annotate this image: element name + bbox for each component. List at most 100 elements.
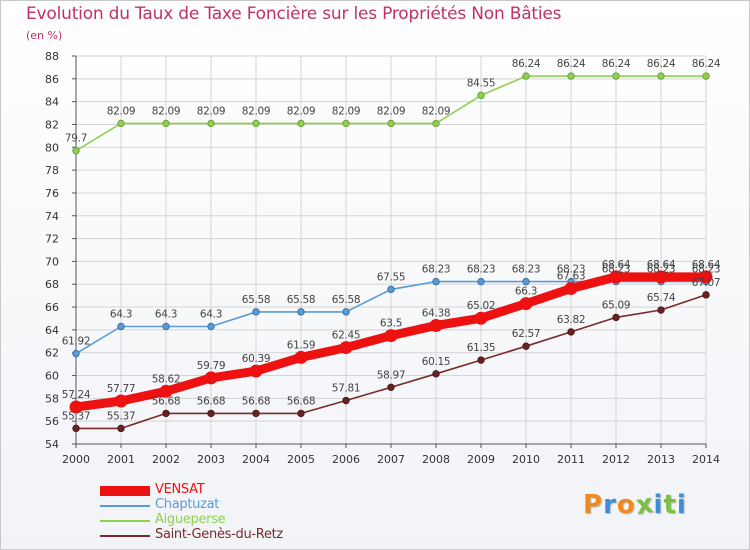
- data-point: [342, 308, 350, 316]
- x-tick-label: 2010: [512, 453, 540, 466]
- data-label: 82.09: [242, 105, 271, 117]
- data-point: [657, 306, 665, 314]
- x-tick-label: 2002: [152, 453, 180, 466]
- data-point: [564, 281, 578, 295]
- x-tick-label: 2006: [332, 453, 360, 466]
- x-tick-label: 2012: [602, 453, 630, 466]
- legend-swatch: [100, 486, 150, 496]
- data-label: 58.62: [152, 373, 181, 385]
- x-tick-label: 2014: [692, 453, 720, 466]
- data-label: 57.81: [332, 383, 361, 395]
- data-label: 56.68: [152, 395, 181, 407]
- data-point: [117, 119, 125, 128]
- data-label: 65.58: [287, 294, 316, 306]
- y-tick-label: 60: [45, 370, 59, 383]
- data-point: [612, 313, 620, 322]
- data-point: [522, 72, 530, 80]
- data-label: 82.09: [332, 105, 361, 117]
- y-tick-label: 86: [45, 73, 59, 86]
- x-tick-label: 2001: [107, 453, 135, 466]
- data-point: [252, 409, 260, 418]
- data-label: 86.24: [602, 58, 631, 70]
- data-label: 82.09: [197, 105, 226, 117]
- data-label: 79.7: [65, 133, 87, 145]
- data-label: 57.77: [107, 383, 136, 395]
- data-label: 64.3: [200, 308, 222, 320]
- data-label: 61.59: [287, 339, 316, 351]
- data-point: [297, 119, 305, 128]
- x-tick-label: 2013: [647, 453, 675, 466]
- data-point: [384, 329, 398, 343]
- data-point: [207, 322, 215, 331]
- data-point: [117, 424, 125, 433]
- x-tick-label: 2005: [287, 453, 315, 466]
- y-tick-label: 56: [45, 415, 59, 428]
- data-point: [297, 308, 305, 316]
- legend-swatch: [100, 535, 150, 537]
- x-tick-label: 2003: [197, 453, 225, 466]
- x-tick-label: 2000: [62, 453, 90, 466]
- data-point: [162, 119, 170, 128]
- data-label: 68.23: [602, 264, 631, 276]
- data-label: 65.09: [602, 299, 631, 311]
- data-label: 62.57: [512, 328, 541, 340]
- data-point: [69, 400, 83, 414]
- data-point: [342, 396, 350, 405]
- data-labels: 57.24 57.77 58.62 59.79 60.39 61.59 62.45 63.5 6…: [62, 58, 721, 422]
- axes: 54 56 58 60 62 64 66 68 70 72 74 76 78 80 82 84 86 88 2000…: [45, 50, 720, 466]
- data-point: [117, 322, 125, 331]
- data-point: [477, 356, 485, 364]
- data-label: 59.79: [197, 360, 226, 372]
- data-label: 82.09: [377, 105, 406, 117]
- data-point: [654, 270, 668, 284]
- data-label: 67.07: [692, 277, 721, 289]
- legend-label: Saint-Genès-du-Retz: [155, 527, 283, 542]
- data-label: 60.39: [242, 353, 271, 365]
- data-label: 58.97: [377, 369, 406, 381]
- data-point: [159, 384, 173, 398]
- data-point: [162, 322, 170, 331]
- data-point: [72, 424, 80, 433]
- data-point: [387, 285, 395, 294]
- data-label: 67.63: [557, 270, 586, 282]
- series-layer: [69, 72, 713, 433]
- data-label: 62.45: [332, 330, 361, 342]
- data-label: 65.02: [467, 300, 496, 312]
- data-label: 64.38: [422, 308, 451, 320]
- data-label: 65.58: [242, 294, 271, 306]
- y-tick-label: 82: [45, 118, 59, 131]
- y-tick-label: 84: [45, 96, 59, 109]
- data-point: [612, 72, 620, 80]
- data-label: 67.55: [377, 271, 406, 283]
- data-point: [294, 350, 308, 364]
- data-point: [204, 371, 218, 385]
- proxiti-logo: Proxiti: [583, 488, 687, 522]
- x-tick-label: 2009: [467, 453, 495, 466]
- data-label: 65.58: [332, 294, 361, 306]
- data-point: [72, 349, 80, 358]
- data-point: [567, 72, 575, 80]
- data-point: [249, 364, 263, 378]
- legend-label: Aigueperse: [155, 512, 226, 527]
- data-label: 65.74: [647, 292, 676, 304]
- data-point: [162, 409, 170, 418]
- data-point: [432, 119, 440, 128]
- x-tick-label: 2007: [377, 453, 405, 466]
- data-label: 68.23: [557, 264, 586, 276]
- data-label: 63.5: [380, 318, 402, 330]
- data-label: 86.24: [647, 58, 676, 70]
- data-label: 56.68: [287, 395, 316, 407]
- x-tick-label: 2011: [557, 453, 585, 466]
- data-label: 68.23: [692, 264, 721, 276]
- data-point: [207, 119, 215, 128]
- y-tick-label: 88: [45, 50, 59, 63]
- data-point: [522, 342, 530, 350]
- data-label: 82.09: [152, 105, 181, 117]
- data-label: 82.09: [422, 105, 451, 117]
- data-label: 86.24: [557, 58, 586, 70]
- data-point: [702, 291, 710, 299]
- y-tick-label: 76: [45, 187, 59, 200]
- data-point: [522, 277, 530, 286]
- x-tick-label: 2008: [422, 453, 450, 466]
- x-tick-label: 2004: [242, 453, 270, 466]
